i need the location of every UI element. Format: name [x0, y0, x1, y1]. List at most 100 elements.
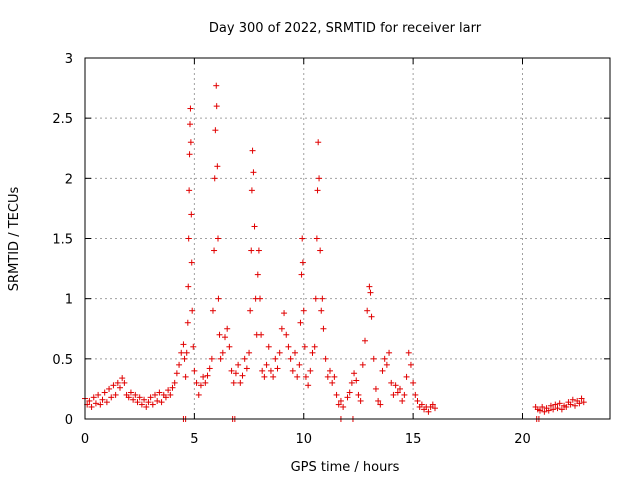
data-point [283, 331, 290, 338]
data-point [212, 127, 219, 134]
data-point [329, 379, 336, 386]
data-point [545, 407, 552, 414]
x-tick-label: 5 [190, 432, 198, 447]
data-point [405, 349, 412, 356]
data-point [399, 397, 406, 404]
data-point [317, 247, 324, 254]
data-point [103, 399, 110, 406]
data-point [285, 343, 292, 350]
data-point [235, 361, 242, 368]
data-point [195, 391, 202, 398]
data-point [432, 405, 438, 412]
data-point [572, 402, 578, 409]
data-point [230, 379, 237, 386]
data-point [180, 341, 187, 348]
data-point [368, 313, 375, 320]
data-point [316, 175, 323, 182]
data-point [88, 403, 95, 410]
data-point [558, 406, 565, 413]
data-point [136, 394, 143, 401]
data-point [375, 397, 382, 404]
x-tick-label: 10 [295, 432, 312, 447]
data-point [390, 391, 397, 398]
data-point [119, 375, 126, 382]
data-point [315, 139, 322, 146]
data-point [247, 307, 254, 314]
data-point [147, 394, 154, 401]
data-point [407, 361, 414, 368]
data-point [289, 367, 296, 374]
x-axis-label: GPS time / hours [291, 460, 400, 475]
data-point [383, 361, 390, 368]
data-point [258, 331, 265, 338]
data-point [217, 355, 224, 362]
data-point [213, 82, 220, 89]
data-point [348, 379, 355, 386]
data-point [313, 235, 320, 242]
data-point [165, 387, 172, 394]
data-point [377, 401, 384, 408]
data-point [248, 247, 255, 254]
data-point [95, 391, 102, 398]
data-point [311, 343, 318, 350]
data-point [355, 391, 362, 398]
data-point [188, 259, 195, 266]
x-tick-label: 15 [405, 432, 422, 447]
data-point [267, 367, 274, 374]
chart-title: Day 300 of 2022, SRMTID for receiver lar… [209, 21, 482, 36]
data-point [169, 384, 176, 391]
data-point [401, 391, 408, 398]
data-point [294, 373, 301, 380]
data-point [156, 389, 163, 396]
data-point [186, 151, 193, 158]
data-point [367, 289, 374, 296]
data-point [296, 361, 303, 368]
data-point [335, 401, 342, 408]
data-point [340, 403, 347, 410]
data-point [297, 319, 304, 326]
data-point [183, 349, 190, 356]
data-point [184, 319, 191, 326]
data-point [300, 307, 307, 314]
data-point [127, 389, 134, 396]
data-point [193, 379, 200, 386]
data-point [299, 235, 306, 242]
data-point [143, 403, 150, 410]
data-point [567, 401, 574, 408]
data-point [324, 373, 331, 380]
data-point [106, 385, 113, 392]
data-point [197, 382, 204, 389]
data-point [357, 397, 364, 404]
data-point [214, 163, 221, 170]
data-point [397, 385, 403, 392]
data-point [188, 211, 195, 218]
x-tick-label: 0 [81, 432, 89, 447]
data-point [309, 349, 316, 356]
data-point [176, 361, 183, 368]
data-point [206, 365, 213, 372]
data-point [121, 379, 128, 386]
data-point [287, 355, 294, 362]
y-axis-label: SRMTID / TECUs [7, 187, 22, 292]
data-point [412, 391, 419, 398]
ticks: 0 0.5 1 1.5 2 2.5 3 0 5 10 15 20 [52, 52, 610, 447]
data-point [569, 396, 576, 403]
data-point [261, 373, 268, 380]
data-point [178, 349, 185, 356]
data-point [576, 400, 583, 407]
data-point [351, 370, 358, 377]
data-point [319, 295, 326, 302]
data-point [307, 367, 314, 374]
data-point [191, 367, 198, 374]
data-point [251, 223, 258, 230]
data-point [99, 396, 106, 403]
data-point [130, 396, 137, 403]
data-point [132, 391, 139, 398]
data-point [112, 391, 119, 398]
data-point [228, 367, 235, 374]
data-point [312, 295, 319, 302]
data-point [257, 295, 263, 302]
data-point [370, 355, 377, 362]
data-point [302, 373, 309, 380]
data-point [362, 337, 368, 344]
